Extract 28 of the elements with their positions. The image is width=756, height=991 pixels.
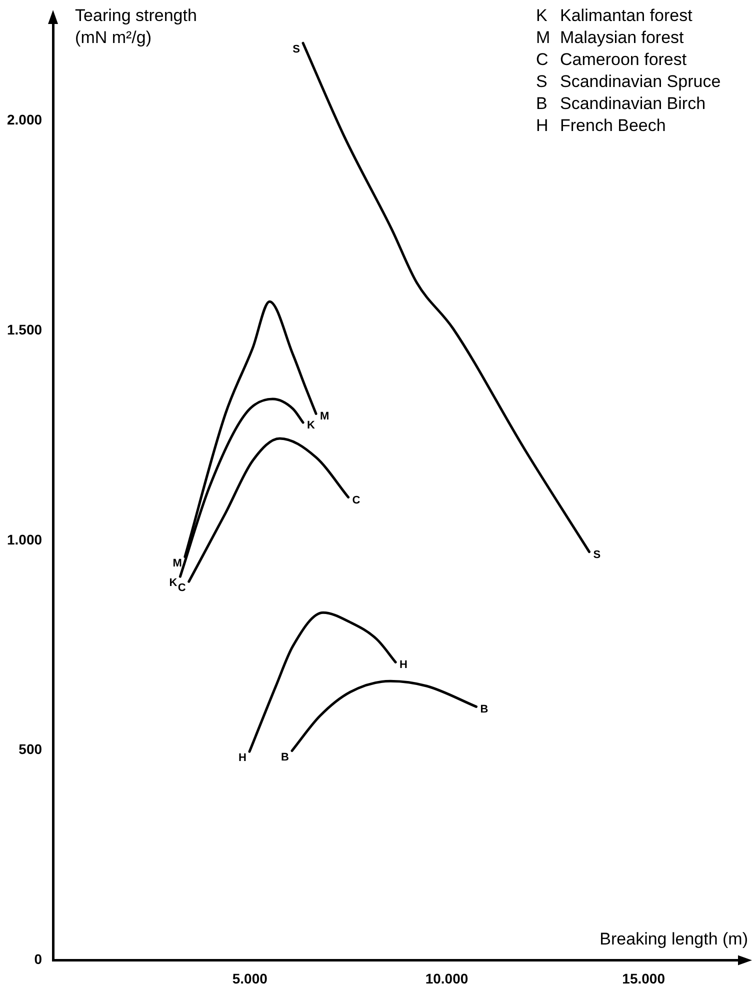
annotation: H French Beech <box>536 116 666 136</box>
annotation: K Kalimantan forest <box>536 6 693 26</box>
y-tick-label: 500 <box>18 741 42 758</box>
series-label: H <box>238 752 247 764</box>
series-label: S <box>292 44 300 56</box>
series-label: B <box>281 751 290 764</box>
text: C <box>352 494 360 506</box>
text: H <box>400 659 408 672</box>
text: K <box>307 420 315 432</box>
text: S <box>593 548 601 561</box>
y-tick-label: 1.000 <box>6 531 42 548</box>
y-tick-label: 2.000 <box>6 112 42 128</box>
y-axis-title: Tearing strength (mN m²/g) <box>75 6 197 48</box>
series-label: K <box>169 577 178 590</box>
annotation: B Scandinavian Birch <box>536 94 706 114</box>
series-label: M <box>172 557 182 570</box>
text: B <box>480 704 488 716</box>
series-label: C <box>178 582 186 594</box>
x-axis-title: Breaking length (m) <box>600 929 748 948</box>
y-tick-label: 0 <box>34 951 42 968</box>
annotation: M Malaysian forest <box>536 28 684 48</box>
text: M <box>320 410 330 423</box>
y-tick-label: 1.500 <box>6 321 42 338</box>
annotation: S Scandinavian Spruce <box>536 72 721 92</box>
x-tick-label: 15.000 <box>622 970 666 986</box>
x-tick-label: 5.000 <box>232 970 268 986</box>
x-tick-label: 10.000 <box>425 970 468 986</box>
annotation: C Cameroon forest <box>536 50 687 70</box>
